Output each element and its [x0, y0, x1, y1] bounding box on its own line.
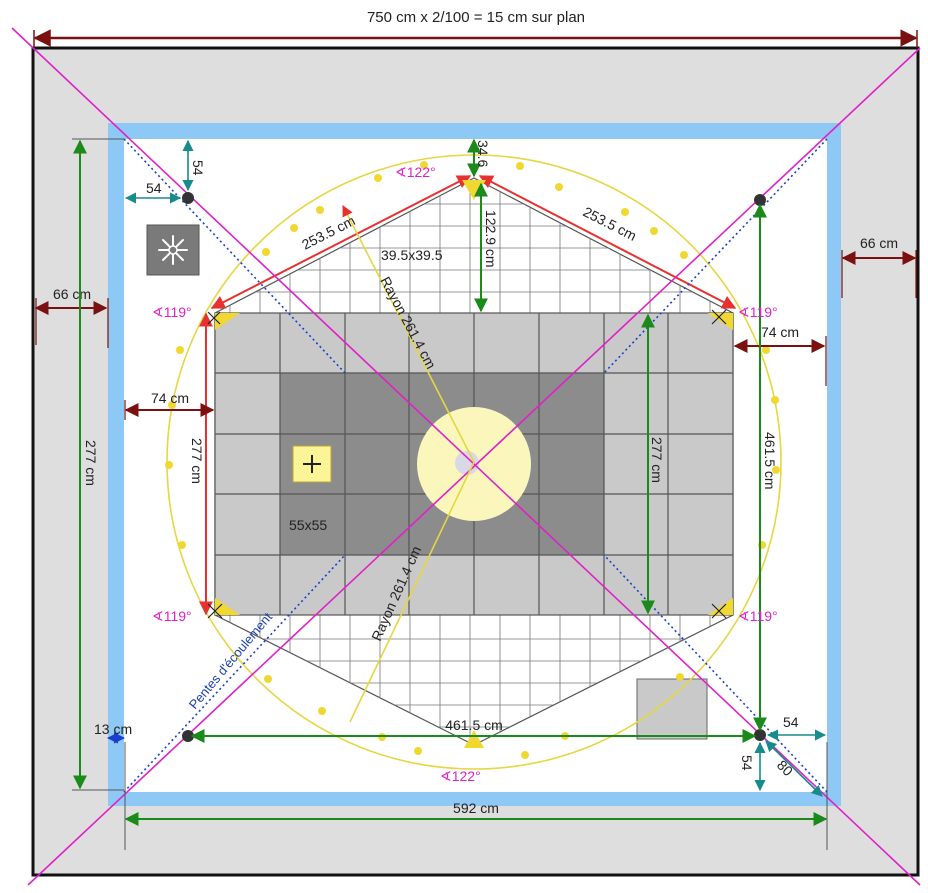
angle-tl: ∢119° — [152, 304, 192, 320]
dim-54-left-label: 54 — [146, 180, 162, 196]
dim-74-left-label: 74 cm — [151, 390, 189, 406]
dim-74-right-label: 74 cm — [761, 324, 799, 340]
dim-66-left-label: 66 cm — [53, 286, 91, 302]
grey-box — [636, 678, 708, 740]
angle-top: ∢122° — [395, 164, 436, 180]
dim-277-inner-left-label: 277 cm — [189, 438, 205, 484]
hex-edge-top-right — [478, 175, 737, 309]
dim-277-outer-label: 277 cm — [83, 440, 99, 486]
title: 750 cm x 2/100 = 15 cm sur plan — [367, 9, 585, 26]
dim-592-label: 592 cm — [453, 800, 499, 816]
dim-54-br-h-label: 54 — [783, 714, 799, 730]
dim-461-horizontal-label: 461.5 cm — [445, 717, 503, 733]
dim-54-br-v-label: 54 — [739, 755, 755, 771]
dim-277-inner-right-label: 277 cm — [649, 437, 665, 483]
angle-bl: ∢119° — [152, 608, 192, 624]
angle-br: ∢119° — [738, 608, 778, 624]
drain-center — [455, 451, 479, 475]
hex-edge-top-left — [210, 175, 472, 309]
dim-66-right-label: 66 cm — [860, 235, 898, 251]
corner-dots — [182, 192, 766, 742]
tile-big-label: 55x55 — [289, 517, 327, 533]
slope-line-bl — [123, 554, 346, 793]
dim-34-6-label: 34.6 — [475, 140, 491, 167]
angle-tr: ∢119° — [738, 304, 778, 320]
plus-icon — [292, 445, 332, 483]
slope-line-tr — [603, 138, 828, 374]
tile-small-label: 39.5x39.5 — [381, 247, 443, 263]
slope-line-tl — [123, 138, 346, 374]
diagonal-2 — [27, 47, 921, 886]
vent-icon — [146, 224, 200, 276]
dim-461-vertical-label: 461.5 cm — [762, 432, 778, 490]
angle-bottom: ∢122° — [440, 768, 481, 784]
rayon-line-top — [342, 205, 475, 463]
rayon-line-bottom — [349, 461, 475, 723]
dim-13-label: 13 cm — [94, 721, 132, 737]
dim-54-top-label: 54 — [190, 160, 206, 176]
dim-80-br — [765, 740, 823, 797]
dim-122-9-label: 122.9 cm — [483, 210, 499, 268]
